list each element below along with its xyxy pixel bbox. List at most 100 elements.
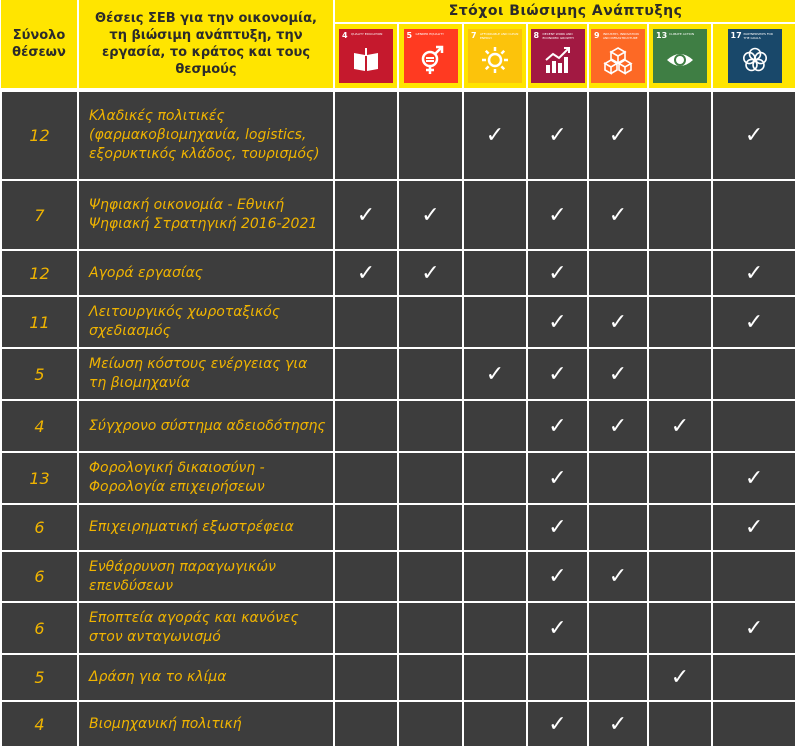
sdg-check-cell-5 (397, 601, 464, 655)
header-row-top: Σύνολο θέσεων Θέσεις ΣΕΒ για την οικονομ… (1, 0, 795, 92)
sdg-goal-number: 9 (594, 31, 600, 40)
sdg-check-cell-7: ✓ (462, 347, 528, 401)
sdg-goal-number: 17 (730, 31, 742, 40)
checkmark-icon: ✓ (356, 260, 376, 286)
sdg-check-cell-17 (710, 653, 795, 702)
table-row: 11 Λειτουργικός χωροταξικός σχεδιασμός ✓ ✓ ✓ (0, 295, 795, 349)
sdg-check-cell-9 (587, 601, 649, 655)
sdg-check-cell-4 (333, 295, 399, 349)
position-title-cell: Φορολογική δικαιοσύνη - Φορολογία επιχει… (77, 451, 335, 505)
sdg-check-cell-7 (462, 550, 528, 603)
sdg-goal-13-tile: 13 CLIMATE ACTION (653, 29, 707, 83)
sdg-check-cell-4 (333, 601, 399, 655)
total-positions-cell: 7 (0, 179, 79, 251)
sdg-goal-9-tile: 9 INDUSTRY, INNOVATION AND INFRASTRUCTURE (591, 29, 645, 83)
sdg-check-cell-4 (333, 653, 399, 702)
sdg-check-cell-9: ✓ (587, 89, 649, 181)
checkmark-icon: ✓ (608, 413, 628, 439)
total-positions-cell: 12 (0, 249, 79, 297)
table-row: 5 Μείωση κόστους ενέργειας για τη βιομηχα… (0, 347, 795, 401)
sdg-check-cell-4 (333, 550, 399, 603)
sdg-goal-5-tile: 5 GENDER EQUALITY (403, 29, 458, 83)
sdg-check-cell-13 (647, 249, 713, 297)
sdg-check-cell-8: ✓ (526, 601, 589, 655)
sdg-check-cell-5 (397, 295, 464, 349)
sdg-check-cell-5 (397, 700, 464, 748)
position-title-cell: Κλαδικές πολιτικές (φαρμακοβιομηχανία, l… (77, 89, 335, 181)
table-row: 7 Ψηφιακή οικονομία - Εθνική Ψηφιακή Στρα… (0, 179, 795, 251)
sdg-check-cell-9: ✓ (587, 347, 649, 401)
sdg-check-cell-4 (333, 347, 399, 401)
positions-body: 12 Κλαδικές πολιτικές (φαρμακοβιομηχανία,… (0, 89, 795, 748)
sdg-goal-label: AFFORDABLE AND CLEAN ENERGY (480, 32, 519, 40)
sdg-goal-number: 5 (406, 31, 413, 40)
checkmark-icon: ✓ (548, 123, 567, 148)
sdg-check-cell-9 (587, 451, 649, 505)
total-positions-cell: 12 (0, 89, 79, 181)
sdg-check-cell-4: ✓ (333, 179, 399, 251)
sdg-check-cell-5 (397, 451, 464, 505)
checkmark-icon: ✓ (485, 123, 505, 148)
sdg-check-cell-17 (710, 179, 795, 251)
total-positions-cell: 6 (0, 503, 79, 552)
gender-symbol-icon (416, 45, 446, 75)
sdg-goal-label: QUALITY EDUCATION (351, 32, 383, 36)
sdg-check-cell-17: ✓ (710, 89, 795, 181)
sdg-check-cell-8: ✓ (526, 503, 589, 552)
sdg-check-cell-9: ✓ (587, 399, 649, 453)
sdg-goal-number: 8 (533, 31, 540, 40)
sdg-check-cell-17 (710, 550, 795, 603)
total-positions-cell: 6 (0, 601, 79, 655)
sdg-check-cell-13 (647, 700, 713, 748)
sdg-check-cell-4 (333, 89, 399, 181)
checkmark-icon: ✓ (670, 413, 690, 439)
positions-header: Θέσεις ΣΕΒ για την οικονομία, τη βιώσιμη… (78, 0, 335, 92)
sdg-check-cell-8: ✓ (526, 179, 589, 251)
sdg-check-cell-8: ✓ (526, 399, 589, 453)
checkmark-icon: ✓ (608, 711, 628, 737)
table-row: 13 Φορολογική δικαιοσύνη - Φορολογία επιχ… (0, 451, 795, 505)
total-positions-cell: 5 (0, 653, 79, 702)
sdg-goal-number: 4 (342, 31, 348, 40)
total-positions-cell: 11 (0, 295, 79, 349)
sdg-check-cell-13: ✓ (647, 399, 713, 453)
sun-icon (480, 45, 510, 75)
sdg-check-cell-9: ✓ (587, 700, 649, 748)
table-row: 6 Επιχειρηματική εξωστρέφεια ✓ ✓ (0, 503, 795, 552)
sdg-check-cell-13 (647, 347, 713, 401)
checkmark-icon: ✓ (548, 564, 567, 589)
sdg-check-cell-8: ✓ (526, 347, 589, 401)
position-title-cell: Ψηφιακή οικονομία - Εθνική Ψηφιακή Στρατ… (77, 179, 335, 251)
position-title-cell: Λειτουργικός χωροταξικός σχεδιασμός (77, 295, 335, 349)
checkmark-icon: ✓ (356, 202, 376, 228)
checkmark-icon: ✓ (421, 260, 440, 286)
sdg-check-cell-7 (462, 295, 528, 349)
sdg-check-cell-8: ✓ (526, 550, 589, 603)
sdg-check-cell-8: ✓ (526, 89, 589, 181)
sdg-goal-4-tile: 4 QUALITY EDUCATION (339, 29, 393, 83)
sdg-check-cell-5: ✓ (397, 249, 464, 297)
sdg-check-cell-4 (333, 451, 399, 505)
total-positions-header: Σύνολο θέσεων (1, 0, 79, 92)
sdg-goal-label: INDUSTRY, INNOVATION AND INFRASTRUCTURE (603, 32, 639, 40)
sdg-goals-row: 4 QUALITY EDUCATION 5 GENDER EQUALITY 7 AFFOR… (1, 23, 795, 90)
sdg-check-cell-7 (462, 601, 528, 655)
eye-globe-icon (665, 45, 695, 75)
checkmark-icon: ✓ (608, 309, 628, 335)
checkmark-icon: ✓ (485, 361, 505, 387)
table-row: 12 Αγορά εργασίας ✓ ✓ ✓ ✓ (0, 249, 795, 297)
sdg-check-cell-17: ✓ (710, 249, 795, 297)
rings-icon (740, 45, 770, 75)
sdg-check-cell-5 (397, 347, 464, 401)
sdg-check-cell-7 (462, 179, 528, 251)
sdg-goal-17-tile: 17 PARTNERSHIPS FOR THE GOALS (727, 29, 782, 83)
sdg-goal-label: PARTNERSHIPS FOR THE GOALS (743, 32, 774, 40)
sdg-check-cell-13 (647, 451, 713, 505)
position-title-cell: Εποπτεία αγοράς και κανόνες στον ανταγων… (77, 601, 335, 655)
sdg-check-cell-9 (587, 249, 649, 297)
position-title-cell: Μείωση κόστους ενέργειας για τη βιομηχαν… (77, 347, 335, 401)
total-positions-label: Σύνολο θέσεων (12, 28, 66, 60)
sdg-goal-cell-17: 17 PARTNERSHIPS FOR THE GOALS (712, 23, 795, 90)
sdg-check-cell-13 (647, 179, 713, 251)
